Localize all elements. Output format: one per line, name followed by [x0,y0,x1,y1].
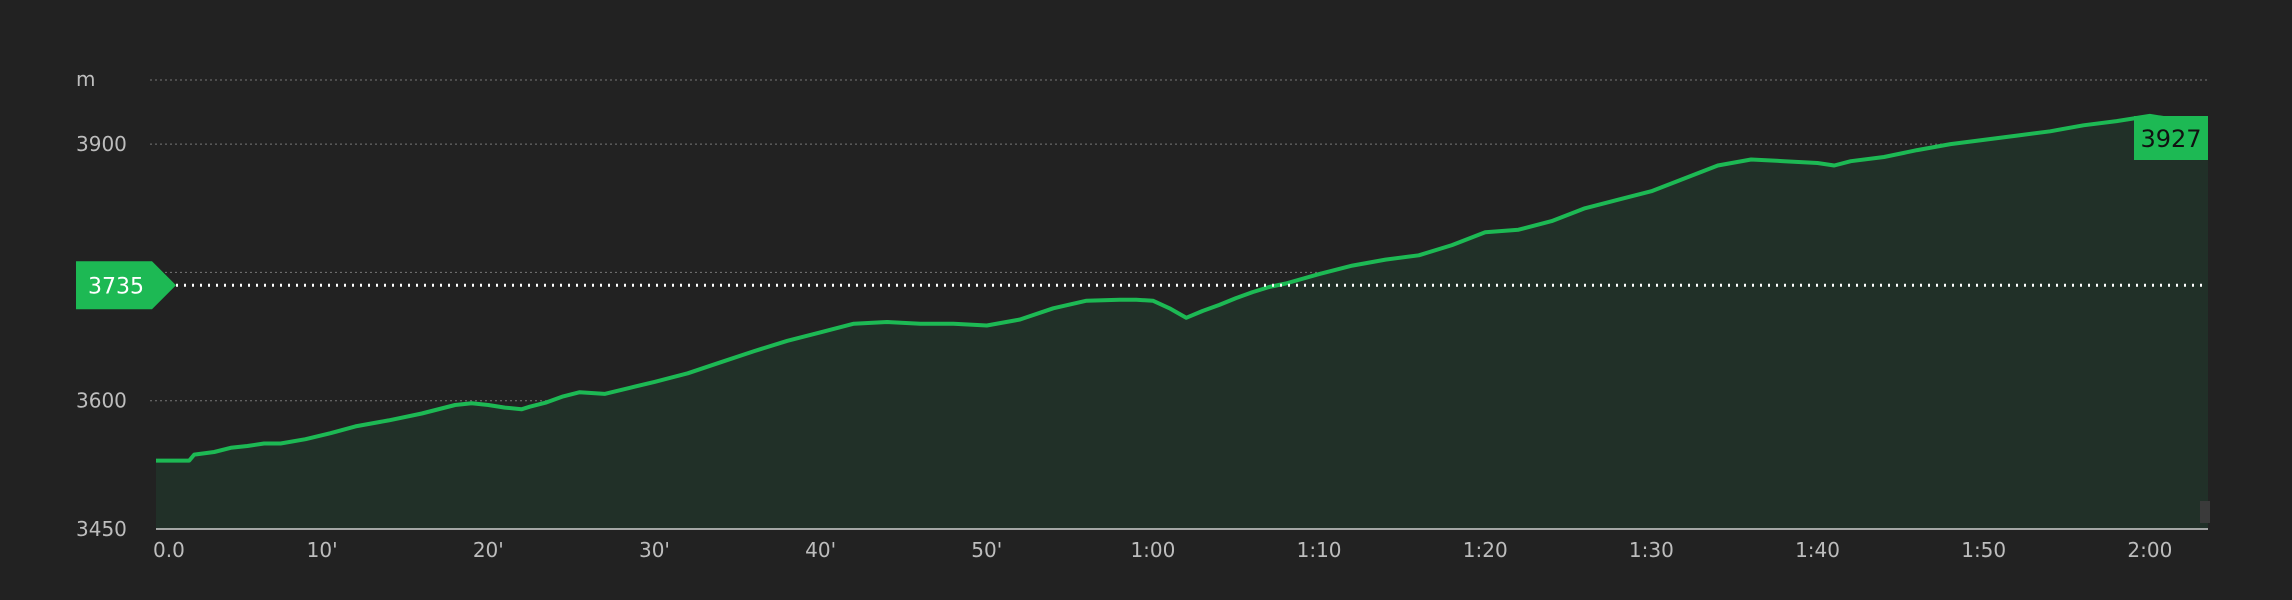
y-tick-label: 3600 [76,389,127,413]
x-tick-label: 2:00 [2127,538,2172,562]
x-tick-label: 1:10 [1297,538,1342,562]
x-tick-label: 1:40 [1795,538,1840,562]
x-tick-label: 30' [639,538,670,562]
x-tick-label: 20' [473,538,504,562]
x-axis-ticks: 0.0 10' 20' 30' 40' 50' 1:00 1:10 1:20 1:30 1:40 1:… [153,538,2172,562]
x-tick-label: 0.0 [153,538,185,562]
x-tick-label: 50' [971,538,1002,562]
end-elevation-badge: 3927 [2134,116,2208,160]
x-tick-label: 40' [805,538,836,562]
elevation-line [156,113,2208,463]
elevation-area-fill [156,115,2208,530]
reference-badge-value: 3735 [88,274,144,299]
y-tick-label: 3450 [76,517,127,541]
end-badge-value: 3927 [2140,125,2201,153]
x-tick-label: 1:50 [1961,538,2006,562]
reference-elevation-badge[interactable]: 3735 [76,261,176,310]
x-tick-label: 1:30 [1629,538,1674,562]
x-tick-label: 1:20 [1463,538,1508,562]
x-tick-label: 1:00 [1130,538,1175,562]
scroll-handle[interactable] [2200,501,2210,523]
y-tick-label: 3900 [76,132,127,156]
end-badge-shape [2134,116,2208,160]
y-axis-unit-label: m [76,67,95,91]
y-axis-ticks: 3450 3600 3900 [76,132,127,541]
reference-badge-shape [76,261,176,310]
x-tick-label: 10' [307,538,338,562]
